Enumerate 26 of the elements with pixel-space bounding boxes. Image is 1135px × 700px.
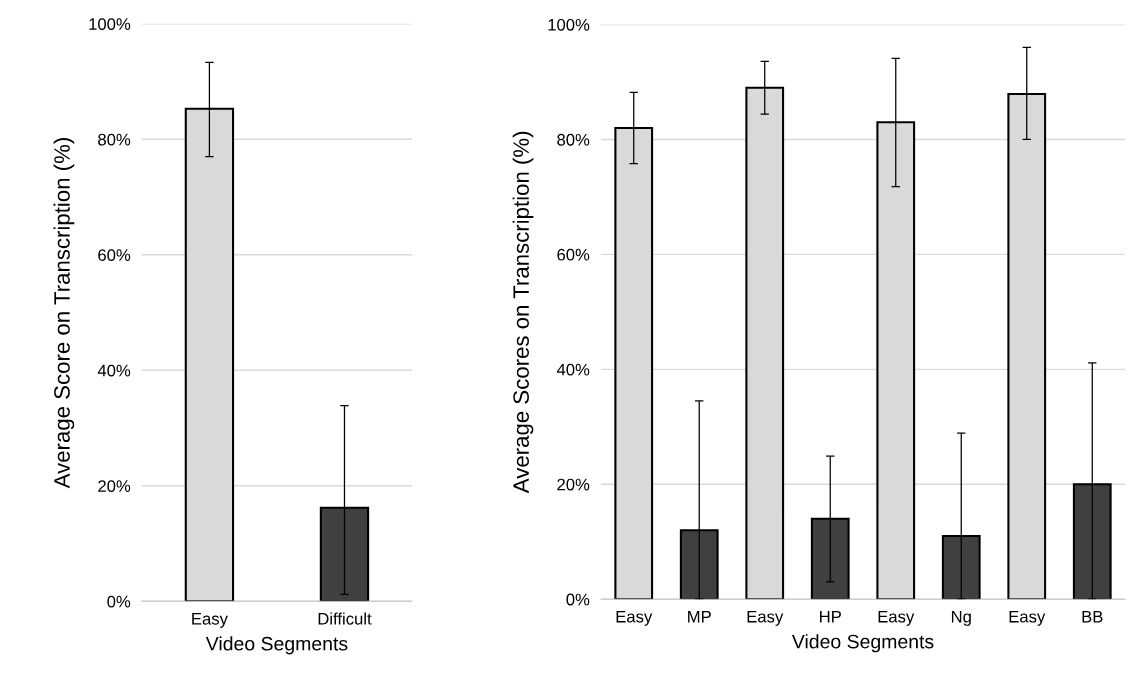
y-tick-label: 0% bbox=[107, 595, 131, 608]
x-tick-label: Easy bbox=[1009, 610, 1046, 626]
y-tick-label: 40% bbox=[556, 363, 590, 376]
x-tick-label: MP bbox=[688, 610, 711, 623]
y-tick-label: 100% bbox=[89, 18, 131, 30]
x-tick-label: BB bbox=[1082, 610, 1103, 623]
y-tick-label: 60% bbox=[98, 249, 131, 261]
y-tick-label: 20% bbox=[98, 480, 131, 492]
x-tick-label: HP bbox=[820, 610, 841, 623]
y-tick-label: 100% bbox=[548, 18, 590, 31]
x-tick-label: Easy bbox=[192, 613, 228, 628]
y-tick-label: 80% bbox=[98, 133, 131, 146]
y-axis-title: Average Scores on Transcription (%) bbox=[512, 131, 534, 494]
y-axis-title: Average Score on Transcription (%) bbox=[53, 138, 75, 489]
x-tick-label: Easy bbox=[747, 610, 784, 626]
y-tick-label: 80% bbox=[557, 133, 590, 146]
y-tick-label: 0% bbox=[566, 593, 590, 606]
y-tick-label: 40% bbox=[97, 364, 131, 377]
y-tick-label: 20% bbox=[557, 478, 590, 491]
x-axis-title: Video Segments bbox=[205, 636, 348, 655]
x-axis-title: Video Segments bbox=[791, 634, 934, 653]
y-tick-label: 60% bbox=[557, 248, 590, 261]
x-tick-label: Easy bbox=[878, 610, 915, 626]
x-tick-label: Easy bbox=[616, 610, 653, 626]
x-tick-label: Difficult bbox=[318, 612, 372, 625]
x-tick-label: Ng bbox=[951, 610, 971, 626]
